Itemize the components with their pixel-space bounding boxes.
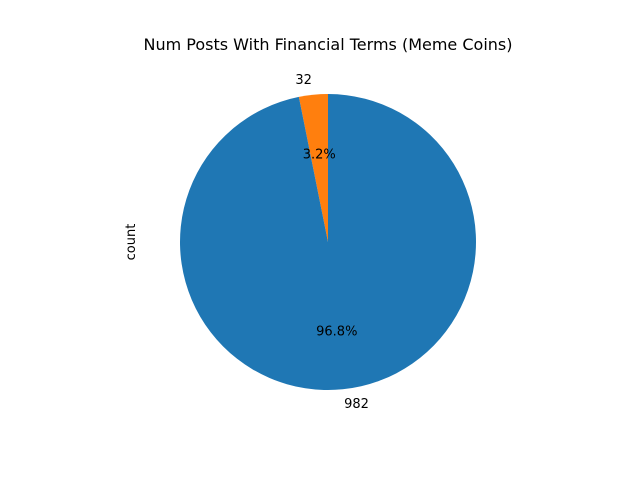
chart-title: Num Posts With Financial Terms (Meme Coi… [144,35,513,54]
slice-label-32: 32 [295,73,312,88]
slice-percent-32: 3.2% [303,148,336,163]
slice-percent-982: 96.8% [316,324,357,339]
pie-slice-32 [298,94,328,242]
pie-slice-982 [180,94,477,390]
y-axis-label: count [124,224,139,261]
slice-label-982: 982 [344,397,369,412]
pie-labels: 32 3.2% 982 96.8% [295,73,369,412]
pie-slices [180,94,477,390]
